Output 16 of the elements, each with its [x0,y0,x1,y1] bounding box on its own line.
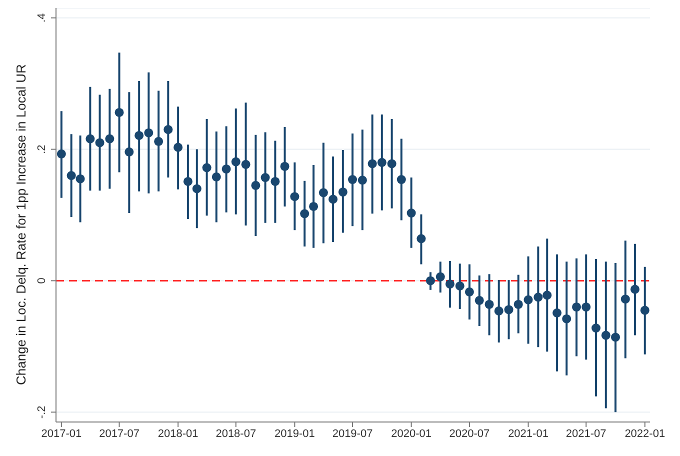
x-tick-label: 2020-07 [449,428,490,440]
x-tick-label: 2021-01 [508,428,548,440]
x-tick-label: 2020-01 [391,428,432,440]
x-tick-label: 2018-01 [158,428,198,440]
y-tick-label: 0 [36,278,48,284]
x-tick-label: 2019-01 [274,428,315,440]
y-tick-label: -.2 [36,406,48,419]
x-tick-label: 2018-07 [216,428,256,440]
y-axis-title: Change in Loc. Delq. Rate for 1pp Increase in Local UR [14,64,29,385]
x-tick-label: 2019-07 [332,428,373,440]
x-tick-label: 2021-07 [566,428,606,440]
x-tick-label: 2022-01 [624,428,666,440]
y-tick-label: .2 [36,144,48,154]
y-tick-label: .4 [36,13,48,22]
x-tick-label: 2017-01 [41,428,82,440]
x-tick-label: 2017-07 [99,428,140,440]
